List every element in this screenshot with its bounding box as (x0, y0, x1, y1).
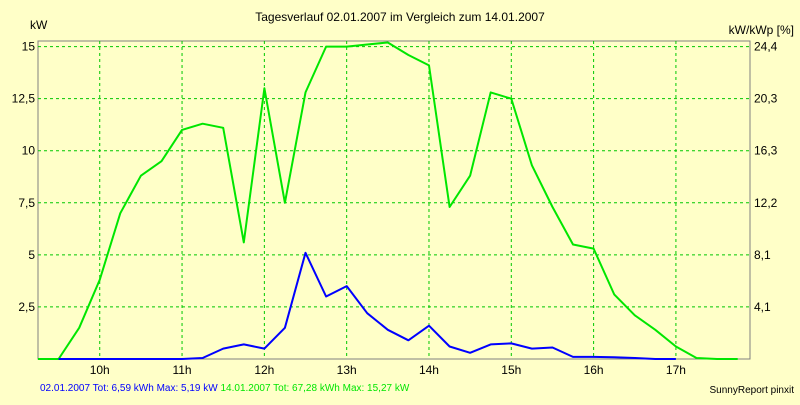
chart-legend: 02.01.2007 Tot: 6,59 kWh Max: 5,19 kW 14… (40, 383, 409, 395)
y-tick-label-right: 20,3 (754, 92, 778, 106)
y-axis-label-right: kW/kWp [%] (729, 23, 794, 37)
y-tick-label-right: 16,3 (754, 144, 778, 158)
legend-series-14-01-2007: 14.01.2007 Tot: 67,28 kWh Max: 15,27 kW (220, 383, 410, 394)
brand-label: SunnyReport pinxit (709, 385, 795, 396)
x-tick-label: 12h (254, 363, 274, 377)
x-tick-label: 11h (172, 363, 191, 377)
y-tick-label-right: 4,1 (754, 300, 771, 314)
y-tick-label-left: 5 (28, 248, 35, 262)
x-tick-label: 17h (666, 363, 686, 377)
y-tick-label-right: 8,1 (754, 248, 771, 262)
y-tick-label-left: 15 (22, 40, 36, 54)
legend-series-02-01-2007: 02.01.2007 Tot: 6,59 kWh Max: 5,19 kW (40, 383, 218, 394)
y-tick-label-left: 2,5 (18, 300, 35, 314)
x-tick-label: 14h (419, 363, 439, 377)
plot-area (37, 40, 751, 360)
x-tick-label: 16h (584, 363, 604, 377)
x-tick-label: 13h (337, 363, 357, 377)
y-tick-label-left: 12,5 (12, 92, 36, 106)
y-tick-label-right: 12,2 (754, 196, 778, 210)
x-tick-label: 15h (501, 363, 521, 377)
x-tick-label: 10h (90, 363, 110, 377)
chart-title: Tagesverlauf 02.01.2007 im Vergleich zum… (255, 10, 545, 24)
y-tick-label-left: 7,5 (18, 196, 35, 210)
y-tick-label-right: 24,4 (754, 40, 778, 54)
y-tick-label-left: 10 (22, 144, 36, 158)
series-line-14-01-2007 (38, 41, 738, 360)
y-axis-label-left: kW (30, 18, 48, 32)
series-line-02-01-2007 (58, 251, 676, 360)
